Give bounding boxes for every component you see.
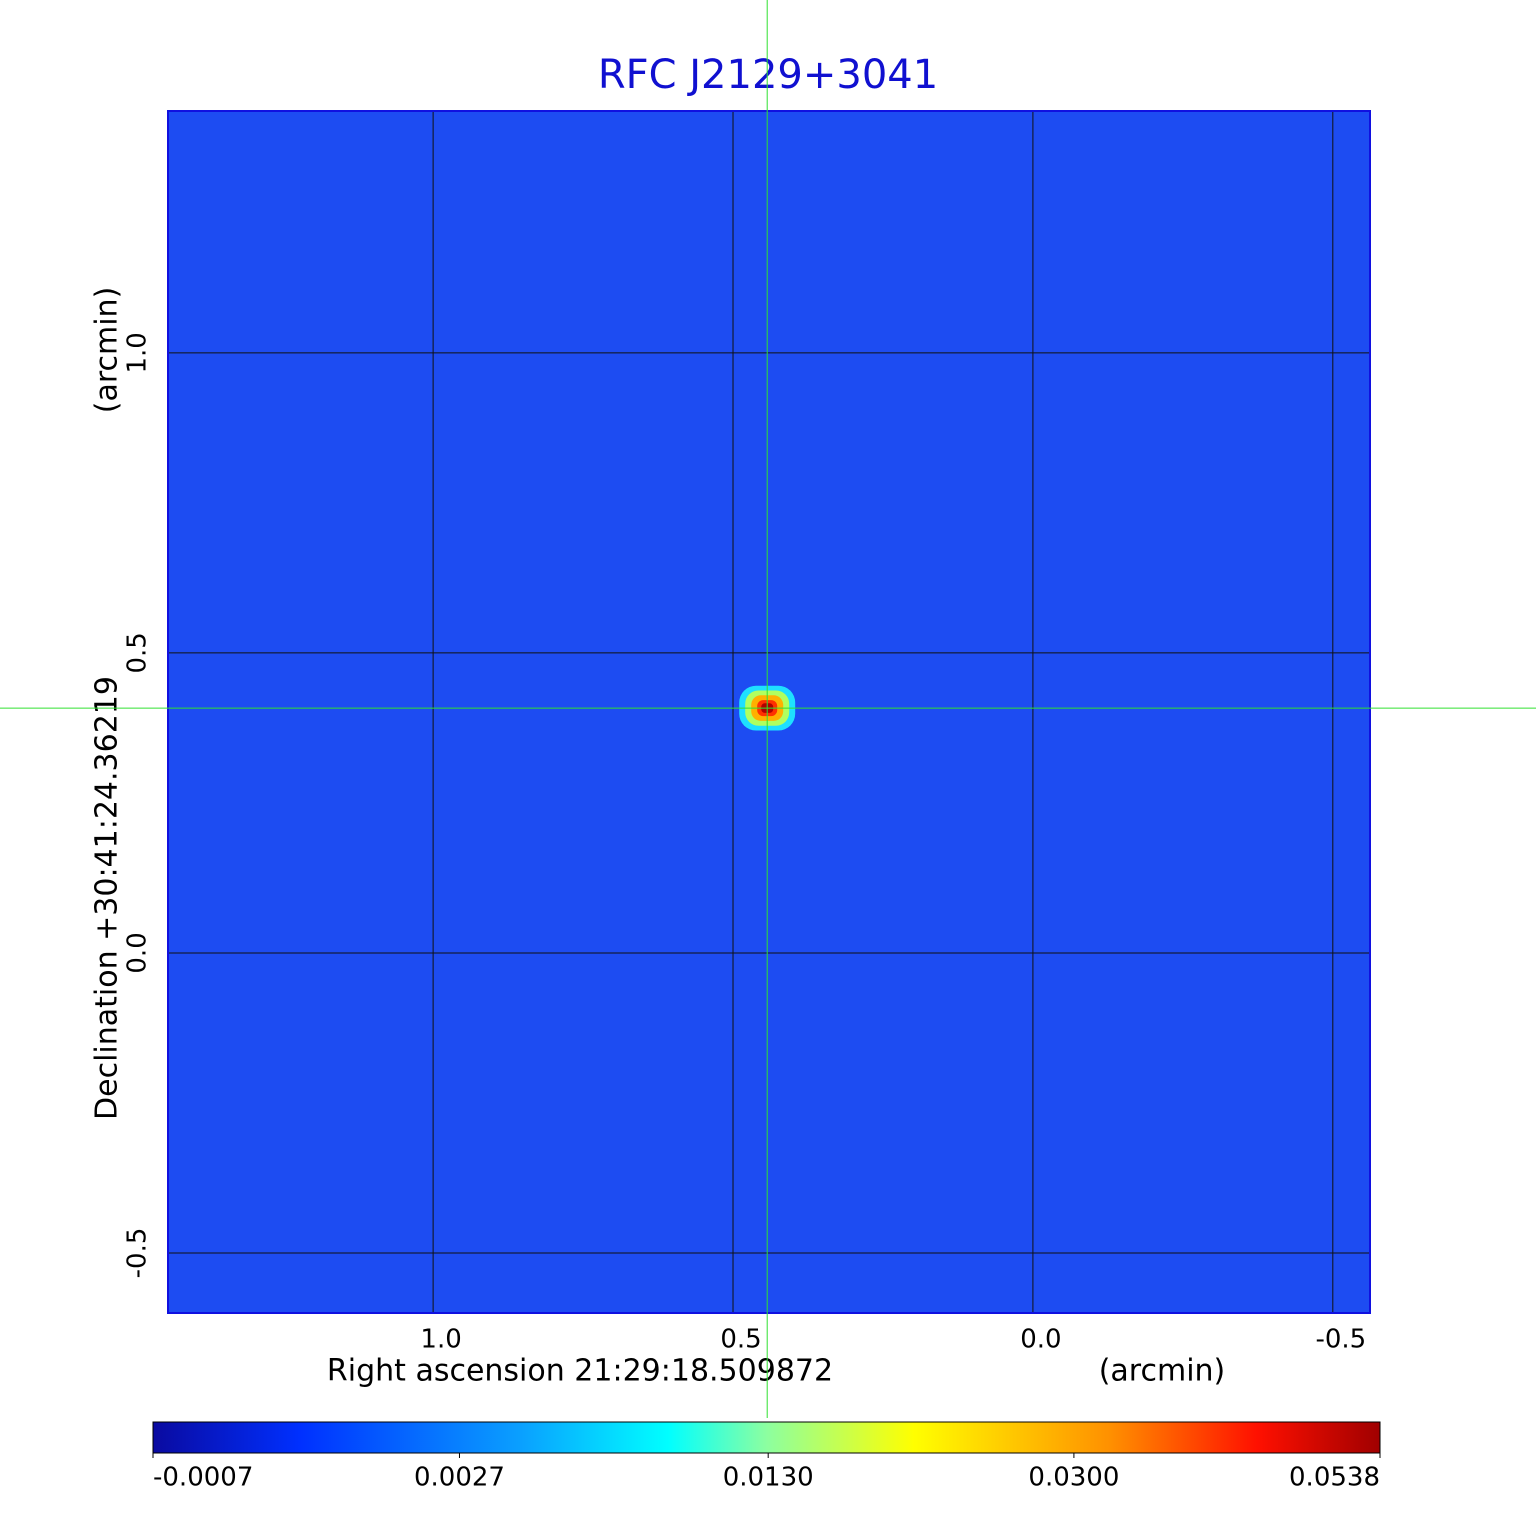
chart-title: RFC J2129+3041 [598,52,938,98]
y-tick-label: 0.5 [123,632,153,673]
x-tick-label: 0.0 [1020,1325,1061,1355]
plot-frame [167,110,1371,1314]
y-tick-label: -0.5 [123,1228,153,1279]
x-tick-label: -0.5 [1315,1325,1366,1355]
colorbar [152,1421,1381,1454]
y-axis-label: Declination +30:41:24.36219 [90,676,125,1120]
x-tick-label: 1.0 [420,1325,461,1355]
colorbar-tick-label: 0.0538 [1289,1463,1380,1493]
x-tick-label: 0.5 [720,1325,761,1355]
colorbar-tick-label: 0.0300 [1028,1463,1119,1493]
x-axis-unit: (arcmin) [1099,1354,1226,1389]
x-axis-label: Right ascension 21:29:18.509872 [327,1354,833,1389]
colorbar-tick-label: 0.0130 [723,1463,814,1493]
y-tick-label: 1.0 [123,332,153,373]
y-tick-label: 0.0 [123,932,153,973]
colorbar-tick-label: -0.0007 [153,1463,253,1493]
y-axis-unit: (arcmin) [90,287,125,414]
colorbar-tick-label: 0.0027 [414,1463,505,1493]
